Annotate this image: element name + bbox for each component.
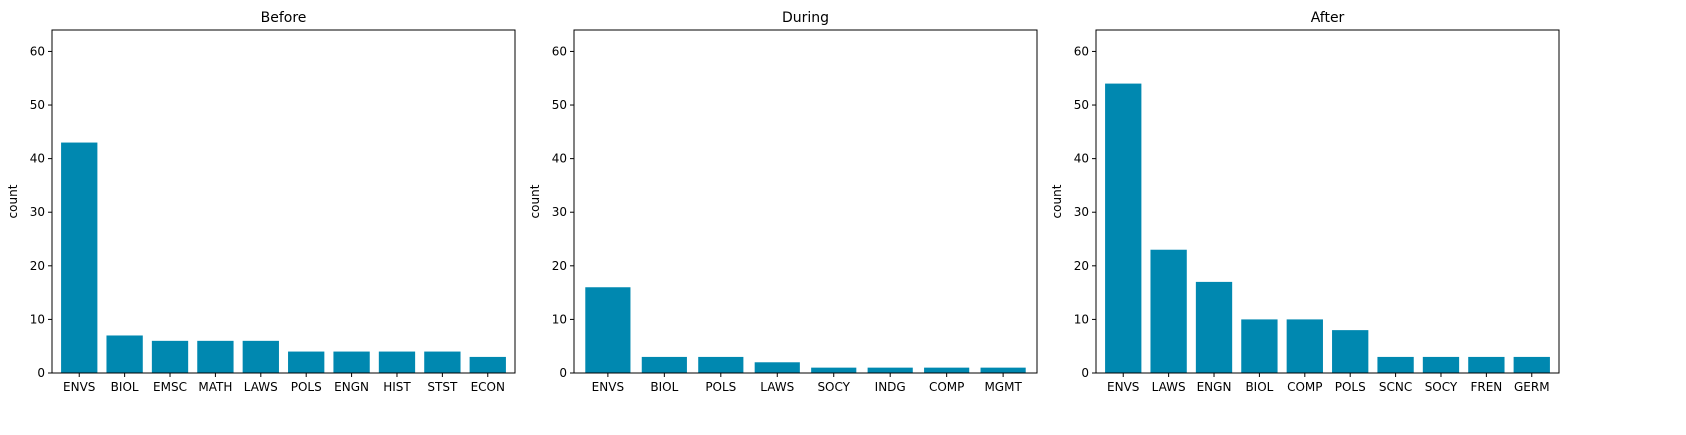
x-tick-label: ECON [471, 380, 505, 394]
bar-envs [585, 287, 631, 373]
x-tick-label: LAWS [760, 380, 794, 394]
y-tick-label: 0 [559, 366, 567, 380]
x-tick-label: BIOL [650, 380, 678, 394]
bar-envs [61, 142, 98, 373]
bar-mgmt [980, 367, 1026, 373]
bar-germ [1513, 356, 1550, 373]
chart-title: During [782, 10, 829, 26]
y-tick-label: 10 [1074, 312, 1089, 326]
x-tick-label: POLS [1335, 380, 1366, 394]
bar-hist [378, 351, 416, 373]
x-tick-label: SOCY [817, 380, 850, 394]
bar-comp [1286, 319, 1323, 373]
y-tick-label: 40 [30, 152, 45, 166]
x-tick-label: LAWS [244, 380, 278, 394]
bar-envs [1105, 83, 1142, 373]
chart-title: After [1311, 10, 1345, 26]
bar-comp [924, 367, 970, 373]
x-tick-label: FREN [1470, 380, 1502, 394]
bar-econ [469, 356, 506, 373]
bar-socy [811, 367, 857, 373]
y-tick-label: 30 [1074, 205, 1089, 219]
y-tick-label: 20 [30, 259, 45, 273]
y-tick-label: 50 [30, 98, 45, 112]
x-tick-label: ENVS [1107, 380, 1139, 394]
y-axis-label: count [528, 184, 542, 218]
bar-biol [641, 356, 687, 373]
y-tick-label: 30 [30, 205, 45, 219]
x-tick-label: LAWS [1152, 380, 1186, 394]
x-tick-label: POLS [705, 380, 736, 394]
y-tick-label: 20 [552, 259, 567, 273]
chart-panel-1: ENVS BIOL EMSC MATH LAWS POLS ENGN HIST STST ECON… [6, 10, 516, 394]
y-axis-label: count [6, 184, 20, 218]
bar-biol [106, 335, 143, 373]
bar-socy [1422, 356, 1460, 373]
x-tick-label: COMP [929, 380, 964, 394]
bar-pols [1332, 330, 1369, 374]
x-tick-label: HIST [383, 380, 411, 394]
x-tick-label: SCNC [1379, 380, 1412, 394]
axes-frame [573, 29, 1038, 374]
bar-laws [242, 340, 279, 373]
x-tick-label: INDG [875, 380, 906, 394]
bar-stst [424, 351, 461, 373]
x-tick-label: ENVS [592, 380, 624, 394]
x-tick-label: EMSC [153, 380, 187, 394]
x-tick-label: STST [427, 380, 458, 394]
y-tick-label: 40 [1074, 152, 1089, 166]
bar-emsc [151, 340, 189, 373]
x-tick-label: BIOL [1245, 380, 1273, 394]
bar-biol [1241, 319, 1278, 373]
x-tick-label: BIOL [111, 380, 139, 394]
y-tick-label: 10 [30, 312, 45, 326]
x-tick-label: MATH [198, 380, 232, 394]
x-tick-label: GERM [1514, 380, 1550, 394]
bar-engn [1195, 281, 1233, 373]
y-tick-label: 60 [30, 44, 45, 58]
axes-frame [1095, 29, 1560, 374]
y-tick-label: 50 [552, 98, 567, 112]
bar-engn [333, 351, 370, 373]
y-tick-label: 50 [1074, 98, 1089, 112]
y-tick-label: 30 [552, 205, 567, 219]
x-tick-label: ENGN [1197, 380, 1232, 394]
bar-laws [754, 362, 800, 373]
chart-title: Before [261, 10, 307, 26]
chart-panel-2: ENVS BIOL POLS LAWS SOCY INDG COMP MGMT 0 10 20 30 4… [528, 10, 1038, 394]
y-axis-label: count [1050, 184, 1064, 218]
y-tick-label: 0 [37, 366, 45, 380]
bar-fren [1468, 356, 1505, 373]
bar-scnc [1377, 356, 1414, 373]
y-tick-label: 0 [1081, 366, 1089, 380]
x-tick-label: COMP [1287, 380, 1322, 394]
y-tick-label: 60 [552, 44, 567, 58]
bar-laws [1150, 249, 1187, 373]
y-tick-label: 40 [552, 152, 567, 166]
bar-pols [288, 351, 325, 373]
y-tick-label: 10 [552, 312, 567, 326]
chart-panel-3: ENVS LAWS ENGN BIOL COMP POLS SCNC SOCY FREN GERM… [1050, 10, 1560, 394]
x-tick-label: ENVS [63, 380, 95, 394]
bar-pols [698, 356, 744, 373]
x-tick-label: ENGN [334, 380, 369, 394]
bar-indg [867, 367, 913, 373]
bar-math [197, 340, 234, 373]
x-tick-label: SOCY [1425, 380, 1458, 394]
axes-frame [51, 29, 516, 374]
x-tick-label: MGMT [984, 380, 1022, 394]
y-tick-label: 20 [1074, 259, 1089, 273]
x-tick-label: POLS [291, 380, 322, 394]
y-tick-label: 60 [1074, 44, 1089, 58]
